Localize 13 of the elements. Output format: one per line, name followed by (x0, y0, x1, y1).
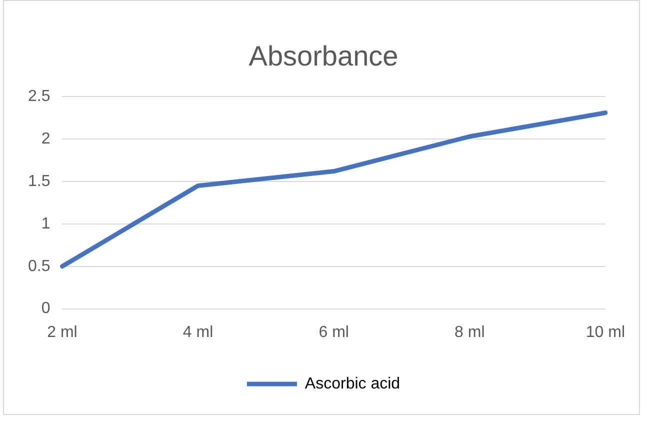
y-tick-label: 0 (41, 300, 50, 318)
x-tick-label: 6 ml (318, 324, 349, 341)
chart-title: Absorbance (248, 40, 398, 72)
legend-label: Ascorbic acid (304, 375, 400, 392)
y-tick-label: 2.5 (28, 88, 50, 106)
y-tick-label: 0.5 (28, 258, 50, 275)
x-tick-label: 4 ml (182, 324, 214, 341)
y-tick-label: 2 (41, 130, 50, 148)
x-tick-label: 2 ml (47, 324, 78, 341)
x-tick-label: 8 ml (454, 324, 485, 341)
x-tick-label: 10 ml (586, 324, 625, 341)
y-tick-label: 1 (41, 215, 50, 232)
y-tick-label: 1.5 (28, 172, 50, 190)
